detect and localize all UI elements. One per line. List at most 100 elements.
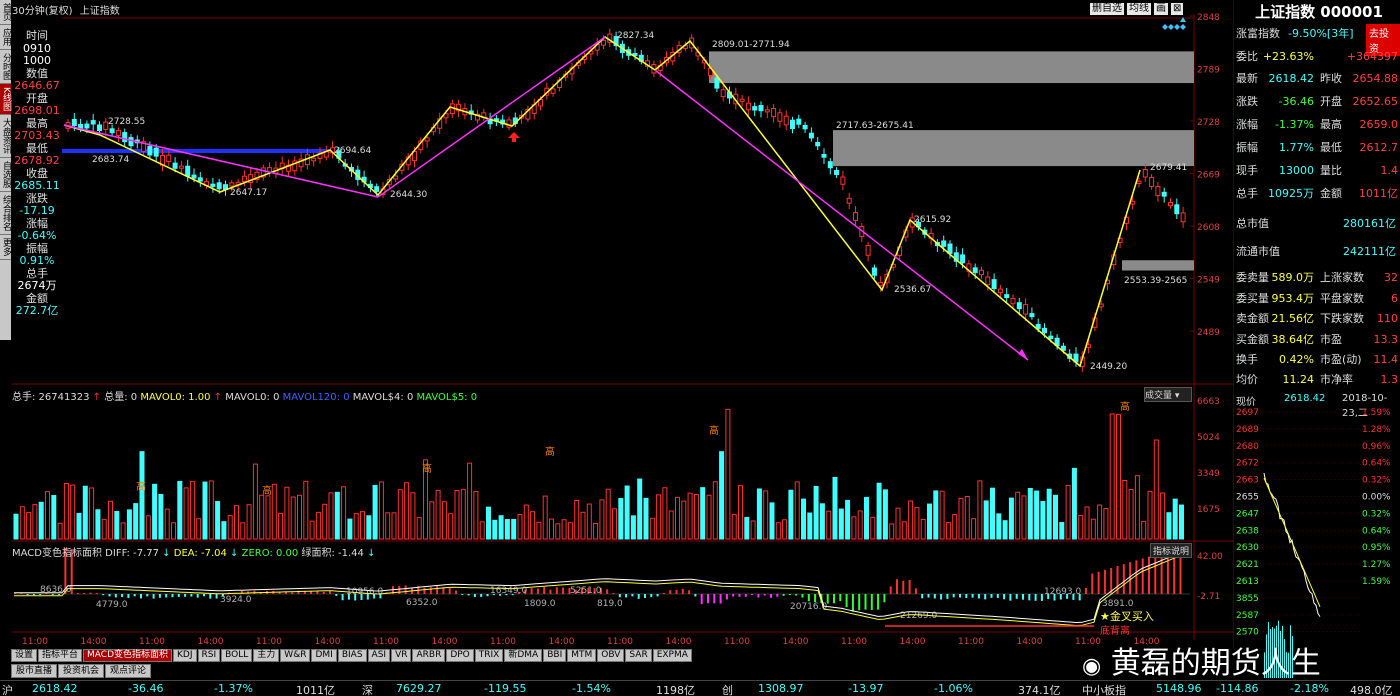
- mini-price-line: [1263, 473, 1321, 617]
- time-tick: 11:00: [1075, 637, 1101, 647]
- volume-bar: [1008, 497, 1014, 540]
- macd-bar: [146, 594, 149, 597]
- weibo-logo-icon: ◉: [1082, 654, 1102, 679]
- indicator-tab-16[interactable]: BBI: [543, 649, 567, 662]
- volume-bar: [303, 480, 309, 540]
- indicator-tab-6[interactable]: 主力: [253, 649, 280, 662]
- volume-bar: [964, 496, 970, 540]
- intraday-mini-chart[interactable]: 2697 2689 2680 2672 2663 2655 2647 2638 2630 2621…: [1234, 406, 1400, 678]
- info-tab-2[interactable]: 观点评论: [105, 664, 152, 678]
- volume-dropdown[interactable]: 成交量 ▾: [1144, 387, 1192, 402]
- quote-label-2: 市盈(动): [1320, 353, 1362, 366]
- volume-bar: [914, 507, 920, 540]
- volume-bar: [826, 510, 832, 540]
- time-tick: 14:00: [432, 637, 458, 647]
- left-tab-6[interactable]: 综合排名: [0, 192, 11, 235]
- indicator-tab-15[interactable]: 新DMA: [504, 649, 543, 662]
- amt-label: 金额: [26, 291, 48, 305]
- left-tab-4[interactable]: 大盘资讯: [0, 115, 11, 158]
- toolbar-button-0[interactable]: 删自选: [1090, 3, 1124, 15]
- volume-bar: [177, 480, 183, 540]
- toolbar-button-1[interactable]: 均线: [1127, 3, 1151, 15]
- macd-bar: [782, 594, 785, 596]
- indicator-tab-1[interactable]: 指标平台: [38, 649, 83, 662]
- quote-value-2: 13.3: [1373, 332, 1399, 346]
- macd-bar: [221, 594, 224, 597]
- indicator-tab-0[interactable]: 设置: [11, 649, 38, 662]
- invest-button[interactable]: 去投资: [1366, 24, 1400, 56]
- volume-bar: [933, 490, 939, 540]
- volume-bar: [360, 511, 365, 540]
- macd-bar: [656, 594, 659, 597]
- macd-bar: [354, 594, 357, 601]
- price-label: 2644.30: [390, 190, 427, 200]
- volume-bar: [1109, 413, 1115, 540]
- volume-bar: [423, 459, 428, 540]
- indicator-tab-18[interactable]: OBV: [597, 649, 625, 662]
- macd-bar: [1135, 560, 1138, 594]
- candle: [84, 123, 90, 129]
- indicator-tab-13[interactable]: DPO: [446, 649, 474, 662]
- macd-bar: [215, 594, 218, 599]
- indicator-tab-9[interactable]: BIAS: [337, 649, 367, 662]
- indicator-tab-7[interactable]: W&R: [280, 649, 311, 662]
- volume-bar: [63, 483, 69, 540]
- left-tab-5[interactable]: 自选股: [0, 158, 11, 192]
- indicator-tab-2[interactable]: MACD变色指标面积: [83, 649, 173, 662]
- macd-bar: [152, 594, 155, 599]
- indicator-tab-19[interactable]: SAR: [625, 649, 652, 662]
- indicator-help-button[interactable]: 指标说明: [1150, 543, 1193, 558]
- time-tick: 14:00: [783, 637, 809, 647]
- macd-label: 10956.0: [346, 587, 383, 597]
- buy-arrow-icon: [508, 132, 520, 142]
- indicator-tab-14[interactable]: TRIX: [474, 649, 504, 662]
- macd-bar: [984, 594, 987, 600]
- vol-mavol0b: MAVOL0: 0: [225, 392, 280, 403]
- volume-bar: [643, 497, 649, 540]
- macd-bar: [291, 592, 294, 594]
- left-tab-2[interactable]: 分时图: [0, 50, 11, 84]
- left-tab-3[interactable]: K线图: [0, 84, 11, 115]
- left-tab-strip: 首页 应用 分时图 K线图 大盘资讯 自选股 综合排名 更多: [0, 0, 11, 340]
- volume-bar: [555, 523, 561, 540]
- left-tab-0[interactable]: 首页: [0, 0, 11, 25]
- volume-bar: [221, 521, 227, 540]
- toolbar-button-2[interactable]: 画: [1154, 3, 1168, 15]
- quote-label: 最新: [1236, 72, 1258, 85]
- candle: [853, 212, 858, 221]
- left-tab-7[interactable]: 更多: [0, 235, 11, 260]
- indicator-tab-4[interactable]: RSI: [197, 649, 221, 662]
- candle: [1130, 200, 1136, 205]
- indicator-tab-11[interactable]: VR: [391, 649, 412, 662]
- indicator-tab-5[interactable]: BOLL: [221, 649, 253, 662]
- macd-bar: [486, 594, 489, 597]
- macd-bar: [946, 594, 949, 599]
- volume-bar: [649, 517, 655, 540]
- indicator-tab-17[interactable]: MTM: [567, 649, 597, 662]
- macd-bar: [707, 594, 709, 604]
- macd-bar: [776, 594, 779, 597]
- macd-bar: [858, 594, 861, 611]
- info-tabs: 股市直播 投资机会 观点评论: [11, 664, 152, 678]
- kline-chart-area[interactable]: 2848 2789 2728 2669 2608 2549 2489 2728.55 2683.…: [0, 0, 1234, 648]
- toolbar-button-3[interactable]: ⊠: [1171, 3, 1184, 15]
- indicator-tab-20[interactable]: EXPMA: [652, 649, 692, 662]
- candle: [947, 243, 953, 254]
- indicator-tab-3[interactable]: KDJ: [173, 649, 197, 662]
- quote-value: 280161亿: [1343, 217, 1396, 230]
- left-tab-1[interactable]: 应用: [0, 25, 11, 50]
- volume-bar: [334, 491, 340, 540]
- info-tab-0[interactable]: 股市直播: [11, 664, 58, 678]
- macd-bar: [870, 594, 873, 610]
- zigzag-line: [63, 36, 1141, 368]
- indicator-tab-10[interactable]: ASI: [367, 649, 391, 662]
- mini-volume-bar: [1282, 625, 1283, 678]
- open-value: 2698.01: [14, 104, 60, 117]
- quote-value: 11.24: [1282, 372, 1315, 386]
- bottom-divergence-label: 底背离: [1100, 624, 1130, 637]
- mini-pct-tick: 0.64%: [1362, 459, 1391, 469]
- indicator-tab-12[interactable]: ARBR: [412, 649, 446, 662]
- info-tab-1[interactable]: 投资机会: [58, 664, 105, 678]
- volume-bar: [486, 506, 491, 540]
- indicator-tab-8[interactable]: DMI: [311, 649, 337, 662]
